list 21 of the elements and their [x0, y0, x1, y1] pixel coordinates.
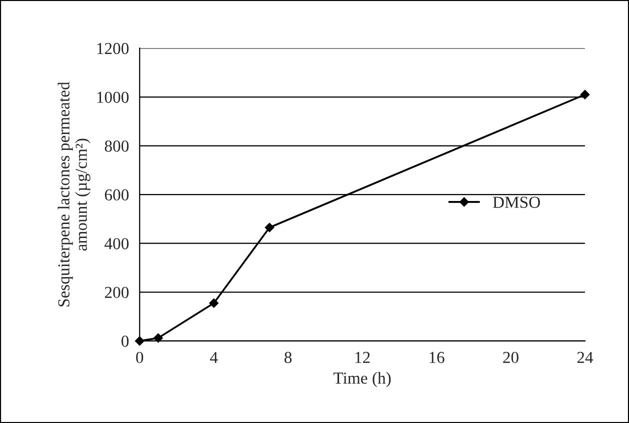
y-tick-label: 600	[104, 189, 129, 201]
point	[209, 298, 218, 308]
x-tick-label: 16	[430, 352, 444, 364]
y-axis-title: Sesquiterpene lactones permeated amount (µg/cm²)	[58, 82, 90, 306]
x-axis-title: Time (h)	[334, 372, 391, 388]
x-tick-label: 24	[577, 352, 594, 363]
x-tick-label: 8	[284, 352, 292, 364]
x-tick-label: 0	[136, 352, 144, 364]
y-tick-label: 200	[104, 286, 129, 298]
y-tick-label: 0	[122, 336, 129, 347]
y-tick-label: 800	[104, 140, 129, 152]
point	[580, 90, 590, 100]
y-tick-label: 1200	[97, 42, 129, 54]
x-tick-label: 20	[503, 352, 518, 364]
x-tick-label: 12	[355, 352, 370, 363]
point	[264, 222, 274, 232]
y-tick-label: 1000	[97, 92, 129, 103]
point	[154, 333, 163, 343]
y-tick-label: 400	[104, 238, 129, 250]
x-tick-label: 4	[210, 352, 218, 363]
legend-label: DMSO	[492, 196, 540, 208]
